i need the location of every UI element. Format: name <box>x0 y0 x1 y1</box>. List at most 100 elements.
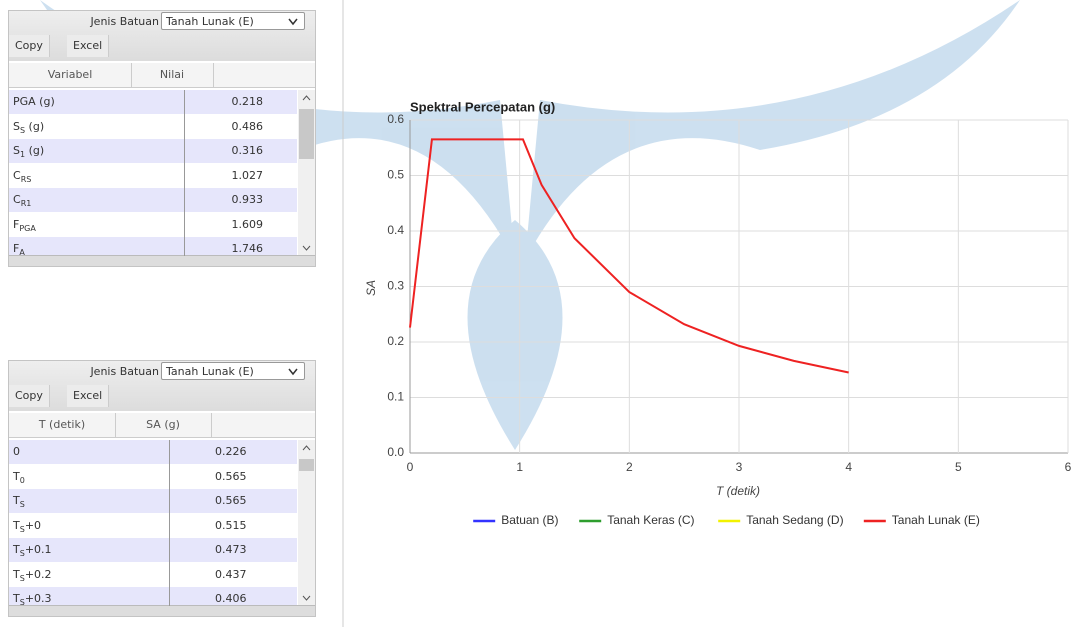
name-text: T <box>13 592 20 605</box>
cell-value: 1.609 <box>232 213 264 237</box>
cell-name: TS+0.3 <box>13 587 52 606</box>
select[interactable]: Tanah Lunak (E) <box>161 362 305 380</box>
name-subscript: 0 <box>20 476 25 485</box>
scroll-arrows <box>298 440 315 606</box>
cell-value: 0.515 <box>215 514 247 538</box>
name-suffix: +0.1 <box>25 543 52 556</box>
y-tick-label: 0.4 <box>387 223 404 237</box>
name-text: T <box>13 519 20 532</box>
name-text: 0 <box>13 445 20 458</box>
table-row: FA 1.746 <box>9 237 297 256</box>
table-row: FPGA1.609 <box>9 213 297 237</box>
cell-value: 0.565 <box>215 465 247 489</box>
cell-value: 0.316 <box>232 139 264 163</box>
chart-title: Spektral Percepatan (g) <box>410 99 555 114</box>
column-header[interactable]: T (detik) <box>9 413 116 437</box>
cell-value: 0.226 <box>215 440 247 464</box>
table-panel: Jenis Batuan Tanah Lunak (E) Copy Excel Vari… <box>8 10 316 267</box>
y-tick-label: 0.6 <box>387 112 404 126</box>
name-text: T <box>13 543 20 556</box>
name-text: PGA (g) <box>13 95 55 108</box>
x-tick-label: 5 <box>955 460 962 474</box>
legend-label: Tanah Lunak (E) <box>892 513 980 527</box>
table-row: T0 0.565 <box>9 465 297 489</box>
table-row: 0 0.226 <box>9 440 297 464</box>
table-row: CR1 0.933 <box>9 188 297 212</box>
select-value: Tanah Lunak (E) <box>166 15 254 28</box>
name-suffix: +0 <box>25 519 41 532</box>
y-tick-label: 0.0 <box>387 445 404 459</box>
table-row: TS+0.3 0.406 <box>9 587 297 606</box>
legend-label: Batuan (B) <box>501 513 558 527</box>
select[interactable]: Tanah Lunak (E) <box>161 12 305 30</box>
scroll-arrows <box>298 90 315 256</box>
cell-value: 0.406 <box>215 587 247 606</box>
x-tick-label: 2 <box>626 460 633 474</box>
column-header[interactable]: Variabel <box>9 63 132 87</box>
name-suffix: +0.2 <box>25 568 52 581</box>
select-value: Tanah Lunak (E) <box>166 365 254 378</box>
button[interactable]: Excel <box>67 385 109 407</box>
y-tick-label: 0.3 <box>387 279 404 293</box>
name-subscript: RS <box>21 175 32 184</box>
chevron <box>288 368 298 376</box>
y-axis-label: SA <box>364 280 378 296</box>
y-tick-label: 0.5 <box>387 168 404 182</box>
cell-value: 0.437 <box>215 563 247 587</box>
button[interactable]: Copy <box>9 385 50 407</box>
name-suffix: (g) <box>25 144 44 157</box>
name-text: S <box>13 120 20 133</box>
table-row: S1 (g)0.316 <box>9 139 297 163</box>
name-text: C <box>13 193 21 206</box>
cell-value: 0.933 <box>232 188 264 212</box>
name-text: T <box>13 494 20 507</box>
name-suffix: (g) <box>25 120 44 133</box>
button[interactable]: Excel <box>67 35 109 57</box>
table-panel: Jenis Batuan Tanah Lunak (E) Copy Excel T (d… <box>8 360 316 617</box>
column-header[interactable]: SA (g) <box>115 413 212 437</box>
name-suffix: +0.3 <box>25 592 52 605</box>
select-label: Jenis Batuan <box>90 13 159 31</box>
name-text: C <box>13 169 21 182</box>
y-tick-label: 0.1 <box>387 390 404 404</box>
table-row: TS+00.515 <box>9 514 297 538</box>
page: Spektral Percepatan (g) T (detik) SA 0.0… <box>0 0 1075 627</box>
cell-name: 0 <box>13 440 20 464</box>
x-tick-label: 3 <box>736 460 743 474</box>
button[interactable]: Copy <box>9 35 50 57</box>
column-divider <box>169 440 170 606</box>
y-tick-label: 0.2 <box>387 334 404 348</box>
legend-label: Tanah Sedang (D) <box>746 513 843 527</box>
table-row: TS+0.20.437 <box>9 563 297 587</box>
cell-value: 0.218 <box>232 90 264 114</box>
table-row: CRS 1.027 <box>9 164 297 188</box>
x-tick-label: 6 <box>1065 460 1072 474</box>
footer-bar <box>9 605 315 616</box>
cell-name: FA <box>13 237 25 256</box>
name-text: T <box>13 568 20 581</box>
x-tick-label: 1 <box>516 460 523 474</box>
name-subscript: PGA <box>19 224 36 233</box>
select-label: Jenis Batuan <box>90 363 159 381</box>
cell-value: 0.486 <box>232 115 264 139</box>
cell-value: 1.027 <box>232 164 264 188</box>
x-axis-label: T (detik) <box>716 484 760 498</box>
name-text: S <box>13 144 20 157</box>
table-row: PGA (g) 0.218 <box>9 90 297 114</box>
footer-bar <box>9 255 315 266</box>
name-subscript: R1 <box>21 199 32 208</box>
cell-value: 0.565 <box>215 489 247 513</box>
legend-label: Tanah Keras (C) <box>607 513 694 527</box>
x-tick-label: 0 <box>407 460 414 474</box>
table-row: SS (g)0.486 <box>9 115 297 139</box>
name-text: T <box>13 470 20 483</box>
column-divider <box>184 90 185 256</box>
column-header[interactable]: Nilai <box>131 63 214 87</box>
cell-value: 1.746 <box>232 237 264 256</box>
cell-value: 0.473 <box>215 538 247 562</box>
cell-name: PGA (g) <box>13 90 55 114</box>
